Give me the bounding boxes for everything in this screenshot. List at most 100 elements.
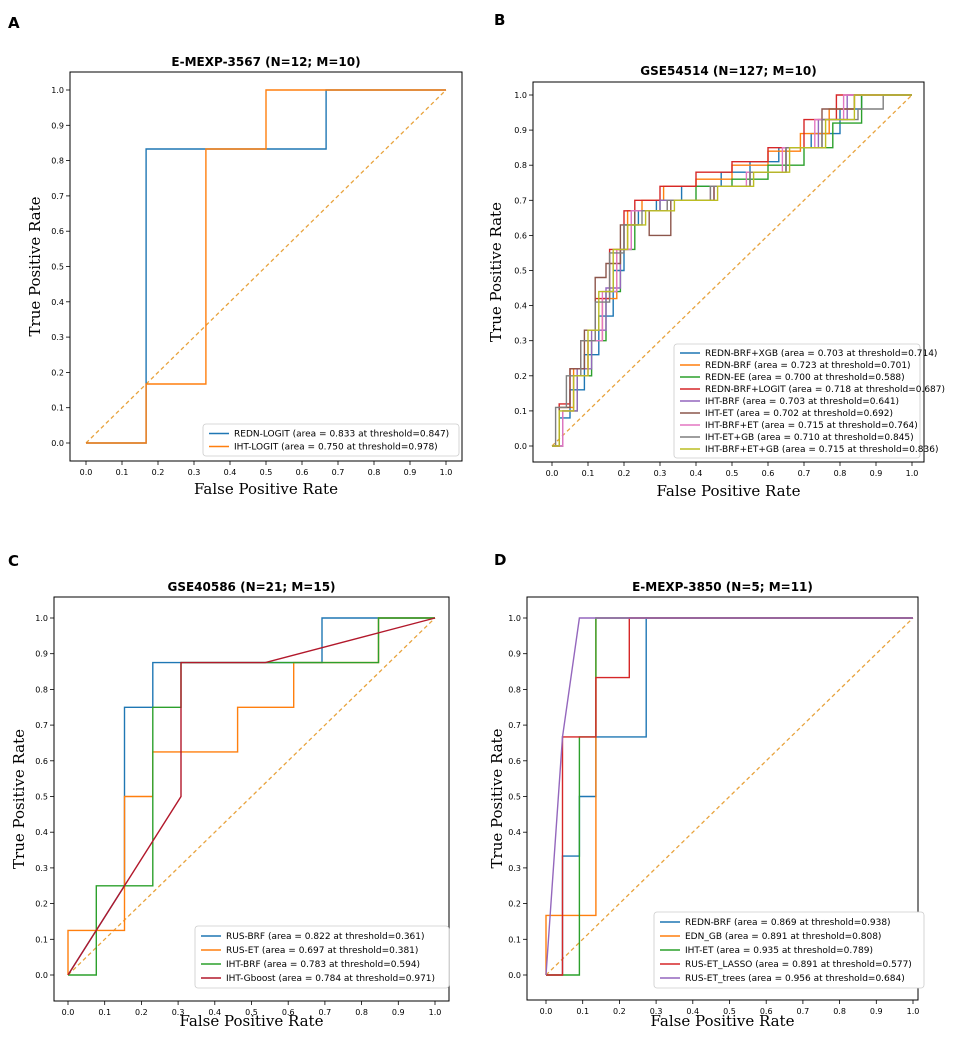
x-tick-label: 1.0 bbox=[429, 1008, 442, 1017]
legend-entry: REDN-LOGIT (area = 0.833 at threshold=0.… bbox=[234, 430, 449, 440]
roc-curve-4 bbox=[67, 617, 436, 976]
y-tick-label: 0.4 bbox=[35, 828, 48, 837]
x-tick-label: 0.1 bbox=[576, 1007, 589, 1016]
roc-curve-5 bbox=[545, 617, 913, 976]
y-tick-label: 0.2 bbox=[51, 368, 64, 377]
x-tick-label: 0.4 bbox=[208, 1008, 221, 1017]
y-tick-label: 0.1 bbox=[508, 935, 521, 944]
y-tick-label: 0.6 bbox=[514, 231, 527, 240]
y-tick-label: 0.1 bbox=[35, 935, 48, 944]
chart-title: E-MEXP-3850 (N=5; M=11) bbox=[632, 580, 813, 594]
legend: REDN-BRF+XGB (area = 0.703 at threshold=… bbox=[673, 343, 945, 459]
legend-entry: IHT-ET (area = 0.935 at threshold=0.789) bbox=[685, 946, 873, 956]
x-tick-label: 0.9 bbox=[870, 469, 883, 478]
y-tick-label: 0.3 bbox=[51, 333, 64, 342]
panel-letter: B bbox=[494, 11, 505, 29]
y-tick-label: 0.6 bbox=[508, 757, 521, 766]
y-tick-label: 0.9 bbox=[508, 650, 521, 659]
y-tick-label: 0.7 bbox=[514, 196, 527, 205]
x-tick-label: 0.5 bbox=[245, 1008, 258, 1017]
legend-box bbox=[673, 343, 921, 459]
x-axis-label: False Positive Rate bbox=[657, 482, 801, 500]
legend-entry: RUS-BRF (area = 0.822 at threshold=0.361… bbox=[226, 932, 425, 942]
y-tick-label: 0.9 bbox=[35, 650, 48, 659]
x-tick-label: 0.0 bbox=[80, 468, 93, 477]
legend-entry: RUS-ET_LASSO (area = 0.891 at threshold=… bbox=[685, 960, 912, 970]
y-tick-label: 0.6 bbox=[35, 757, 48, 766]
x-tick-label: 0.6 bbox=[762, 469, 775, 478]
chart-title: GSE54514 (N=127; M=10) bbox=[640, 64, 816, 78]
legend-entry: IHT-ET+GB (area = 0.710 at threshold=0.8… bbox=[705, 433, 914, 443]
x-tick-label: 0.3 bbox=[188, 468, 201, 477]
legend: REDN-LOGIT (area = 0.833 at threshold=0.… bbox=[202, 423, 460, 457]
x-tick-label: 0.8 bbox=[834, 469, 847, 478]
y-tick-label: 0.2 bbox=[508, 900, 521, 909]
y-tick-label: 1.0 bbox=[51, 86, 64, 95]
y-tick-label: 0.8 bbox=[508, 685, 521, 694]
roc-curve-2 bbox=[86, 89, 446, 444]
y-tick-label: 0.4 bbox=[51, 298, 64, 307]
y-tick-label: 0.5 bbox=[35, 793, 48, 802]
chart-title: GSE40586 (N=21; M=15) bbox=[167, 580, 335, 594]
x-tick-label: 0.6 bbox=[282, 1008, 295, 1017]
legend-entry: IHT-BRF+ET+GB (area = 0.715 at threshold… bbox=[705, 445, 938, 455]
x-tick-label: 0.4 bbox=[690, 469, 703, 478]
y-tick-label: 1.0 bbox=[514, 91, 527, 100]
x-tick-label: 0.8 bbox=[355, 1008, 368, 1017]
legend-entry: REDN-BRF+LOGIT (area = 0.718 at threshol… bbox=[705, 385, 945, 395]
x-tick-label: 0.3 bbox=[172, 1008, 185, 1017]
x-tick-label: 0.1 bbox=[116, 468, 129, 477]
x-tick-label: 0.9 bbox=[404, 468, 417, 477]
y-tick-label: 0.5 bbox=[508, 793, 521, 802]
legend-entry: EDN_GB (area = 0.891 at threshold=0.808) bbox=[685, 932, 881, 942]
legend-entry: IHT-Gboost (area = 0.784 at threshold=0.… bbox=[226, 974, 435, 984]
legend: RUS-BRF (area = 0.822 at threshold=0.361… bbox=[194, 925, 450, 989]
legend-entry: IHT-BRF (area = 0.783 at threshold=0.594… bbox=[226, 960, 420, 970]
x-tick-label: 0.4 bbox=[224, 468, 237, 477]
roc-curve-4 bbox=[546, 617, 913, 976]
x-tick-label: 0.3 bbox=[650, 1007, 663, 1016]
y-tick-label: 0.8 bbox=[35, 685, 48, 694]
roc-curve-1 bbox=[552, 94, 912, 447]
y-tick-label: 0.2 bbox=[35, 900, 48, 909]
x-axis-label: False Positive Rate bbox=[651, 1012, 795, 1030]
y-axis-label: True Positive Rate bbox=[488, 728, 506, 868]
legend-entry: RUS-ET (area = 0.697 at threshold=0.381) bbox=[226, 946, 418, 956]
y-axis-label: True Positive Rate bbox=[26, 196, 44, 336]
y-tick-label: 0.0 bbox=[514, 442, 527, 451]
x-tick-label: 0.1 bbox=[582, 469, 595, 478]
y-tick-label: 0.7 bbox=[51, 192, 64, 201]
y-axis-label: True Positive Rate bbox=[10, 729, 28, 869]
y-tick-label: 0.9 bbox=[51, 121, 64, 130]
x-tick-label: 0.8 bbox=[368, 468, 381, 477]
y-tick-label: 0.1 bbox=[514, 407, 527, 416]
x-tick-label: 0.1 bbox=[98, 1008, 111, 1017]
legend-entry: REDN-BRF (area = 0.723 at threshold=0.70… bbox=[705, 361, 911, 371]
chart-title: E-MEXP-3567 (N=12; M=10) bbox=[171, 55, 360, 69]
y-tick-label: 0.5 bbox=[51, 263, 64, 272]
plot-frame bbox=[532, 81, 925, 463]
roc-curve-9 bbox=[552, 94, 912, 447]
x-tick-label: 0.5 bbox=[260, 468, 273, 477]
x-axis-label: False Positive Rate bbox=[194, 480, 338, 498]
y-tick-label: 0.2 bbox=[514, 372, 527, 381]
y-tick-label: 0.8 bbox=[51, 157, 64, 166]
panel-letter: A bbox=[8, 14, 20, 32]
x-axis-label: False Positive Rate bbox=[180, 1012, 324, 1030]
y-tick-label: 0.3 bbox=[35, 864, 48, 873]
chart-panel-c: C GSE40586 (N=21; M=15) 0.0 0.1 0.2 0.3 0.4 0.5… bbox=[8, 552, 450, 1030]
x-tick-label: 0.0 bbox=[546, 469, 559, 478]
y-tick-label: 0.7 bbox=[508, 721, 521, 730]
x-tick-label: 0.2 bbox=[135, 1008, 148, 1017]
x-tick-label: 0.8 bbox=[833, 1007, 846, 1016]
x-tick-label: 1.0 bbox=[906, 469, 919, 478]
legend-entry: IHT-BRF+ET (area = 0.715 at threshold=0.… bbox=[705, 421, 918, 431]
chart-panel-b: B GSE54514 (N=127; M=10) 0.0 0.1 0.2 0.3 0.4 0.… bbox=[487, 11, 945, 500]
x-tick-label: 0.6 bbox=[760, 1007, 773, 1016]
legend-entry: IHT-LOGIT (area = 0.750 at threshold=0.9… bbox=[234, 443, 438, 453]
y-tick-label: 0.3 bbox=[508, 864, 521, 873]
y-tick-label: 0.6 bbox=[51, 227, 64, 236]
y-tick-label: 0.0 bbox=[51, 439, 64, 448]
x-tick-label: 0.3 bbox=[654, 469, 667, 478]
